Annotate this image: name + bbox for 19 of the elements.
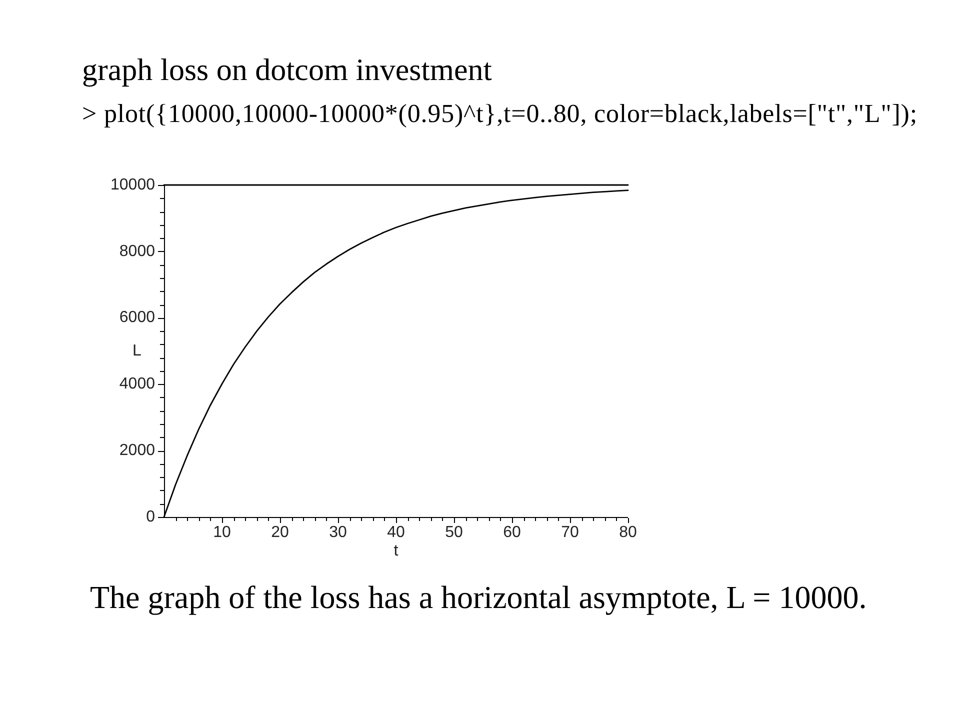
y-tick-label: 8000	[119, 242, 156, 260]
x-tick-label: 70	[561, 524, 579, 542]
x-tick-label: 50	[445, 524, 463, 542]
y-tick-label: 10000	[110, 176, 156, 194]
text: > plot({10000,10000-10000*(0.95)^t},t=0..80, color=black,labels=["t","L"]);	[82, 99, 918, 129]
text: The graph of the loss has a horizontal asymptote, L = 10000.	[90, 579, 867, 616]
y-tick-label: 6000	[119, 309, 156, 326]
x-tick-label: 20	[271, 524, 289, 542]
y-tick-label: 4000	[119, 376, 156, 393]
x-axis-title: t	[394, 542, 399, 560]
x-tick-label: 30	[329, 524, 347, 542]
y-axis-title: L	[132, 342, 142, 360]
chart-title: graph loss on dotcom investment	[82, 52, 492, 88]
x-tick-label: 10	[213, 524, 231, 542]
y-tick-label: 2000	[119, 442, 156, 460]
x-tick-label: 60	[503, 524, 521, 542]
x-tick-label: 40	[387, 524, 405, 542]
y-tick-label: 0	[146, 508, 156, 526]
x-tick-label: 80	[619, 524, 637, 542]
